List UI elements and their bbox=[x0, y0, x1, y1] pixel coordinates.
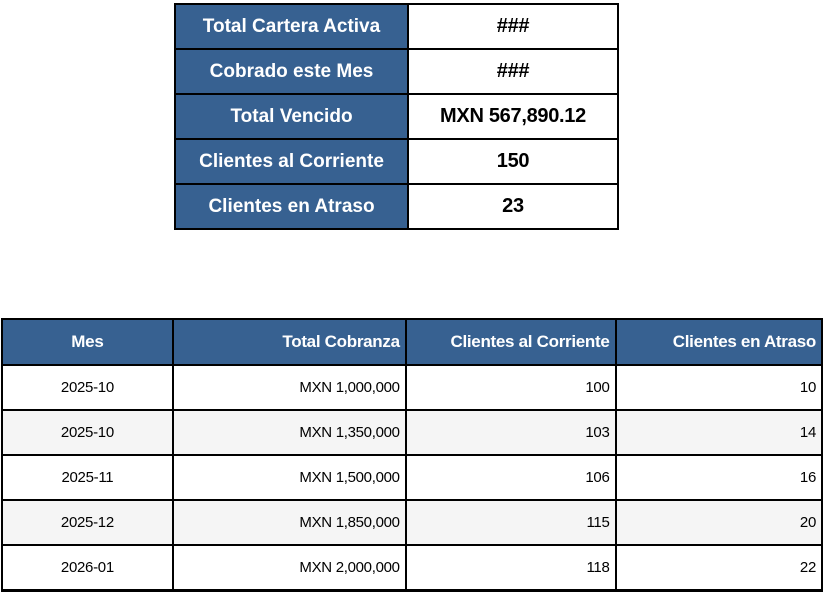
history-cell-cobranza: MXN 1,850,000 bbox=[171, 499, 407, 546]
history-cell-mes: 2025-10 bbox=[1, 364, 174, 411]
history-row: 2025-10 MXN 1,000,000 100 10 bbox=[1, 364, 823, 411]
summary-value-total-vencido: MXN 567,890.12 bbox=[407, 93, 619, 140]
summary-kpi-table: Total Cartera Activa ### Cobrado este Me… bbox=[174, 3, 619, 230]
history-cell-atraso: 16 bbox=[614, 454, 823, 501]
history-cell-cobranza: MXN 2,000,000 bbox=[171, 544, 407, 592]
summary-label-total-vencido: Total Vencido bbox=[174, 93, 409, 140]
history-row: 2026-01 MXN 2,000,000 118 22 bbox=[1, 544, 823, 592]
history-cell-atraso: 20 bbox=[614, 499, 823, 546]
history-header-cobranza: Total Cobranza bbox=[171, 318, 407, 366]
history-cell-mes: 2025-11 bbox=[1, 454, 174, 501]
history-cell-cobranza: MXN 1,000,000 bbox=[171, 364, 407, 411]
history-cell-corriente: 106 bbox=[404, 454, 617, 501]
history-table: Mes Total Cobranza Clientes al Corriente… bbox=[1, 318, 823, 592]
history-cell-corriente: 103 bbox=[404, 409, 617, 456]
history-cell-corriente: 118 bbox=[404, 544, 617, 592]
history-header-row: Mes Total Cobranza Clientes al Corriente… bbox=[1, 318, 823, 366]
history-cell-atraso: 10 bbox=[614, 364, 823, 411]
history-cell-mes: 2026-01 bbox=[1, 544, 174, 592]
summary-label-total-cartera: Total Cartera Activa bbox=[174, 3, 409, 50]
summary-row-total-vencido: Total Vencido MXN 567,890.12 bbox=[174, 93, 619, 140]
history-cell-corriente: 100 bbox=[404, 364, 617, 411]
history-cell-cobranza: MXN 1,350,000 bbox=[171, 409, 407, 456]
history-row: 2025-12 MXN 1,850,000 115 20 bbox=[1, 499, 823, 546]
summary-row-total-cartera: Total Cartera Activa ### bbox=[174, 3, 619, 50]
history-cell-mes: 2025-12 bbox=[1, 499, 174, 546]
summary-label-clientes-corriente: Clientes al Corriente bbox=[174, 138, 409, 185]
summary-value-clientes-corriente: 150 bbox=[407, 138, 619, 185]
summary-label-cobrado-mes: Cobrado este Mes bbox=[174, 48, 409, 95]
history-cell-atraso: 14 bbox=[614, 409, 823, 456]
history-cell-mes: 2025-10 bbox=[1, 409, 174, 456]
summary-value-total-cartera: ### bbox=[407, 3, 619, 50]
summary-row-clientes-corriente: Clientes al Corriente 150 bbox=[174, 138, 619, 185]
history-header-mes: Mes bbox=[1, 318, 174, 366]
history-cell-corriente: 115 bbox=[404, 499, 617, 546]
history-cell-atraso: 22 bbox=[614, 544, 823, 592]
summary-value-cobrado-mes: ### bbox=[407, 48, 619, 95]
summary-row-cobrado-mes: Cobrado este Mes ### bbox=[174, 48, 619, 95]
summary-value-clientes-atraso: 23 bbox=[407, 183, 619, 230]
history-header-corriente: Clientes al Corriente bbox=[404, 318, 617, 366]
summary-label-clientes-atraso: Clientes en Atraso bbox=[174, 183, 409, 230]
summary-row-clientes-atraso: Clientes en Atraso 23 bbox=[174, 183, 619, 230]
history-row: 2025-10 MXN 1,350,000 103 14 bbox=[1, 409, 823, 456]
history-cell-cobranza: MXN 1,500,000 bbox=[171, 454, 407, 501]
history-row: 2025-11 MXN 1,500,000 106 16 bbox=[1, 454, 823, 501]
history-header-atraso: Clientes en Atraso bbox=[614, 318, 823, 366]
